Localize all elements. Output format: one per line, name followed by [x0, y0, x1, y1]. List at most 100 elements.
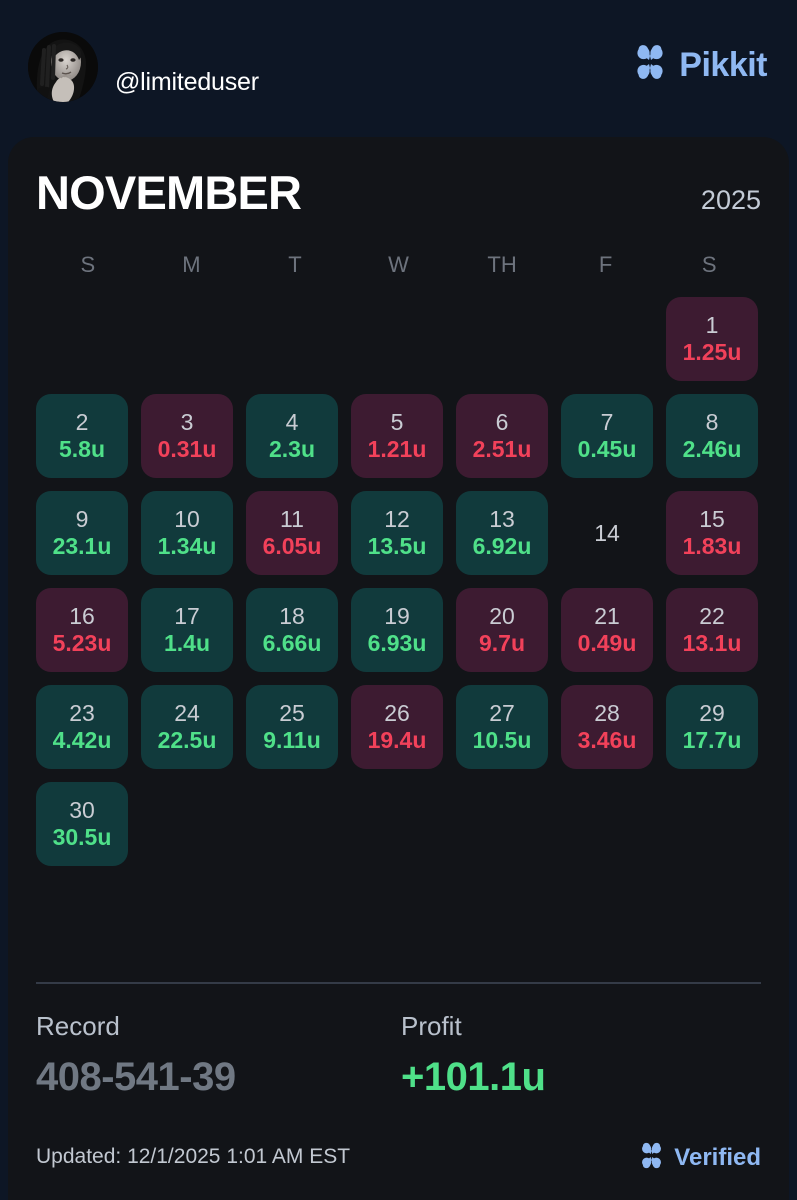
section-divider	[36, 982, 761, 984]
weekday-label-6: S	[701, 252, 717, 277]
verified-label: Verified	[674, 1144, 761, 1171]
calendar-day-cell[interactable]: 4 2.3u	[246, 394, 338, 478]
day-profit-amount: 6.66u	[262, 630, 322, 656]
weekday-label-3: W	[388, 252, 409, 277]
month-header: NOVEMBER 2025	[8, 137, 789, 237]
day-number: 11	[280, 506, 304, 532]
calendar-day-cell[interactable]: 23 4.42u	[36, 685, 128, 769]
day-profit-amount: 1.25u	[682, 339, 742, 365]
summary-stats: Record 408-541-39 Profit +101.1u	[36, 1013, 761, 1113]
day-profit-amount: 1.21u	[367, 436, 427, 462]
calendar-day-cell[interactable]: 11 6.05u	[246, 491, 338, 575]
day-number: 10	[174, 506, 200, 532]
day-profit-amount: 2.51u	[472, 436, 532, 462]
month-title: NOVEMBER	[36, 166, 302, 219]
day-profit-amount: 17.7u	[682, 727, 742, 753]
calendar-day-cell[interactable]: 22 13.1u	[666, 588, 758, 672]
day-number: 15	[699, 506, 725, 532]
day-number: 21	[594, 603, 620, 629]
record-label: Record	[36, 1011, 120, 1041]
day-number: 2	[75, 409, 89, 435]
calendar-day-cell[interactable]: 14	[561, 491, 653, 575]
calendar-day-cell[interactable]: 29 17.7u	[666, 685, 758, 769]
day-number: 18	[279, 603, 305, 629]
calendar-day-cell[interactable]: 20 9.7u	[456, 588, 548, 672]
calendar-day-cell[interactable]: 1 1.25u	[666, 297, 758, 381]
day-profit-amount: 5.8u	[58, 436, 106, 462]
calendar-day-cell[interactable]: 18 6.66u	[246, 588, 338, 672]
calendar-day-cell[interactable]: 15 1.83u	[666, 491, 758, 575]
day-number: 4	[285, 409, 299, 435]
weekday-label-1: M	[182, 252, 201, 277]
record-value: 408-541-39	[36, 1055, 236, 1099]
calendar-blank-cell	[246, 297, 338, 381]
clover-icon	[638, 1142, 665, 1174]
day-number: 14	[594, 519, 620, 546]
calendar-day-cell[interactable]: 28 3.46u	[561, 685, 653, 769]
calendar-day-cell[interactable]: 27 10.5u	[456, 685, 548, 769]
brand-name: Pikkit	[679, 45, 767, 84]
calendar-grid: 1 1.25u 2 5.8u 3 0.31u 4 2.3u 5 1.21u 6 2.51u 7 0.45u…	[36, 297, 765, 866]
calendar-day-cell[interactable]: 3 0.31u	[141, 394, 233, 478]
weekday-label-4: TH	[487, 252, 517, 277]
calendar-day-cell[interactable]: 2 5.8u	[36, 394, 128, 478]
weekday-label-5: F	[598, 252, 613, 277]
calendar-day-cell[interactable]: 17 1.4u	[141, 588, 233, 672]
clover-icon	[632, 44, 668, 85]
calendar-blank-cell	[36, 297, 128, 381]
calendar-blank-cell	[456, 297, 548, 381]
day-profit-amount: 0.31u	[157, 436, 217, 462]
day-profit-amount: 1.34u	[157, 533, 217, 559]
day-number: 7	[600, 409, 614, 435]
day-profit-amount: 2.46u	[682, 436, 742, 462]
calendar-day-cell[interactable]: 9 23.1u	[36, 491, 128, 575]
calendar-day-cell[interactable]: 12 13.5u	[351, 491, 443, 575]
calendar-day-cell[interactable]: 6 2.51u	[456, 394, 548, 478]
day-number: 13	[489, 506, 515, 532]
calendar-day-cell[interactable]: 13 6.92u	[456, 491, 548, 575]
day-number: 30	[69, 797, 95, 823]
day-number: 28	[594, 700, 620, 726]
day-profit-amount: 13.1u	[682, 630, 742, 656]
day-profit-amount: 0.45u	[577, 436, 637, 462]
verified-badge: Verified	[638, 1142, 761, 1174]
stat-profit: Profit +101.1u	[401, 1013, 546, 1097]
calendar-panel: NOVEMBER 2025 S M T W TH F S 1 1.25u 2 5.8u 3 0.31u…	[8, 137, 789, 1200]
brand-logo: Pikkit	[632, 44, 767, 85]
day-number: 19	[384, 603, 410, 629]
calendar-day-cell[interactable]: 30 30.5u	[36, 782, 128, 866]
day-number: 6	[495, 409, 509, 435]
day-profit-amount: 6.05u	[262, 533, 322, 559]
day-number: 8	[705, 409, 719, 435]
day-profit-amount: 6.92u	[472, 533, 532, 559]
day-profit-amount: 6.93u	[367, 630, 427, 656]
stat-record: Record 408-541-39	[36, 1013, 236, 1097]
day-profit-amount: 13.5u	[367, 533, 427, 559]
day-profit-amount: 2.3u	[268, 436, 316, 462]
calendar-day-cell[interactable]: 5 1.21u	[351, 394, 443, 478]
calendar-day-cell[interactable]: 21 0.49u	[561, 588, 653, 672]
user-handle: @limiteduser	[115, 68, 259, 96]
day-number: 12	[384, 506, 410, 532]
day-profit-amount: 30.5u	[52, 824, 112, 850]
calendar-day-cell[interactable]: 26 19.4u	[351, 685, 443, 769]
day-number: 22	[699, 603, 725, 629]
day-profit-amount: 10.5u	[472, 727, 532, 753]
avatar	[28, 32, 98, 102]
calendar-day-cell[interactable]: 10 1.34u	[141, 491, 233, 575]
day-number: 1	[705, 312, 719, 338]
calendar-day-cell[interactable]: 25 9.11u	[246, 685, 338, 769]
day-number: 27	[489, 700, 515, 726]
calendar-day-cell[interactable]: 16 5.23u	[36, 588, 128, 672]
calendar-day-cell[interactable]: 8 2.46u	[666, 394, 758, 478]
calendar-day-cell[interactable]: 19 6.93u	[351, 588, 443, 672]
calendar-blank-cell	[561, 297, 653, 381]
weekday-label-0: S	[80, 252, 96, 277]
day-number: 16	[69, 603, 95, 629]
day-profit-amount: 0.49u	[577, 630, 637, 656]
calendar-day-cell[interactable]: 7 0.45u	[561, 394, 653, 478]
day-profit-amount: 19.4u	[367, 727, 427, 753]
calendar-day-cell[interactable]: 24 22.5u	[141, 685, 233, 769]
day-number: 3	[180, 409, 194, 435]
